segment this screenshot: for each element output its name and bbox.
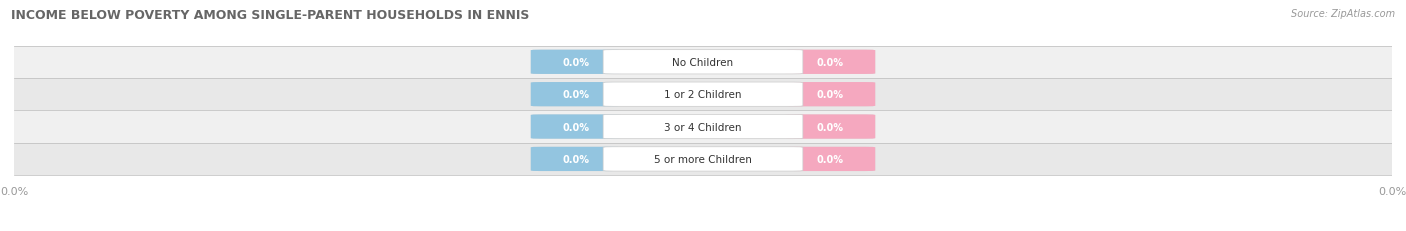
FancyBboxPatch shape [531, 50, 875, 75]
FancyBboxPatch shape [531, 83, 620, 107]
Text: 0.0%: 0.0% [817, 90, 844, 100]
Text: No Children: No Children [672, 58, 734, 67]
Text: 0.0%: 0.0% [817, 122, 844, 132]
FancyBboxPatch shape [603, 115, 803, 139]
FancyBboxPatch shape [786, 83, 875, 107]
FancyBboxPatch shape [786, 115, 875, 139]
Text: 3 or 4 Children: 3 or 4 Children [664, 122, 742, 132]
Text: 0.0%: 0.0% [817, 58, 844, 67]
Text: 0.0%: 0.0% [562, 122, 589, 132]
FancyBboxPatch shape [531, 83, 875, 107]
Bar [14, 46, 1392, 79]
FancyBboxPatch shape [603, 83, 803, 107]
Text: 0.0%: 0.0% [562, 154, 589, 164]
FancyBboxPatch shape [603, 147, 803, 171]
Text: 5 or more Children: 5 or more Children [654, 154, 752, 164]
FancyBboxPatch shape [786, 50, 875, 75]
Text: Source: ZipAtlas.com: Source: ZipAtlas.com [1291, 9, 1395, 19]
FancyBboxPatch shape [603, 50, 803, 75]
Bar [14, 143, 1392, 175]
Bar [14, 79, 1392, 111]
Text: INCOME BELOW POVERTY AMONG SINGLE-PARENT HOUSEHOLDS IN ENNIS: INCOME BELOW POVERTY AMONG SINGLE-PARENT… [11, 9, 530, 22]
FancyBboxPatch shape [531, 115, 620, 139]
Text: 0.0%: 0.0% [817, 154, 844, 164]
Text: 0.0%: 0.0% [562, 90, 589, 100]
FancyBboxPatch shape [786, 147, 875, 171]
FancyBboxPatch shape [531, 147, 620, 171]
FancyBboxPatch shape [531, 147, 875, 171]
FancyBboxPatch shape [531, 115, 875, 139]
Bar [14, 111, 1392, 143]
Text: 0.0%: 0.0% [562, 58, 589, 67]
Text: 1 or 2 Children: 1 or 2 Children [664, 90, 742, 100]
FancyBboxPatch shape [531, 50, 620, 75]
